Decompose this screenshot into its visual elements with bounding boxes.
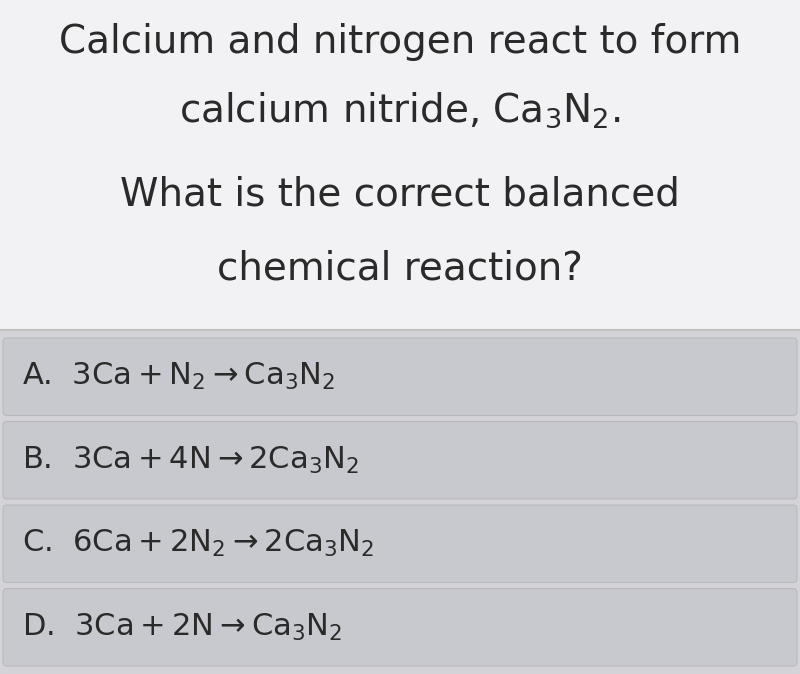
Text: chemical reaction?: chemical reaction? xyxy=(217,249,583,287)
FancyBboxPatch shape xyxy=(3,421,797,499)
FancyBboxPatch shape xyxy=(3,505,797,582)
Text: D.  $\mathregular{3Ca + 2N \rightarrow Ca_3N_2}$: D. $\mathregular{3Ca + 2N \rightarrow Ca… xyxy=(22,612,342,643)
FancyBboxPatch shape xyxy=(0,330,800,674)
FancyBboxPatch shape xyxy=(3,338,797,415)
FancyBboxPatch shape xyxy=(0,0,800,330)
Text: B.  $\mathregular{3Ca + 4N \rightarrow 2Ca_3N_2}$: B. $\mathregular{3Ca + 4N \rightarrow 2C… xyxy=(22,445,359,476)
Text: calcium nitride, Ca$_3$N$_2$.: calcium nitride, Ca$_3$N$_2$. xyxy=(179,90,621,130)
Text: What is the correct balanced: What is the correct balanced xyxy=(120,176,680,214)
FancyBboxPatch shape xyxy=(3,588,797,666)
Text: Calcium and nitrogen react to form: Calcium and nitrogen react to form xyxy=(59,23,741,61)
Text: A.  $\mathregular{3Ca + N_2 \rightarrow Ca_3N_2}$: A. $\mathregular{3Ca + N_2 \rightarrow C… xyxy=(22,361,335,392)
Text: C.  $\mathregular{6Ca + 2N_2 \rightarrow 2Ca_3N_2}$: C. $\mathregular{6Ca + 2N_2 \rightarrow … xyxy=(22,528,374,559)
